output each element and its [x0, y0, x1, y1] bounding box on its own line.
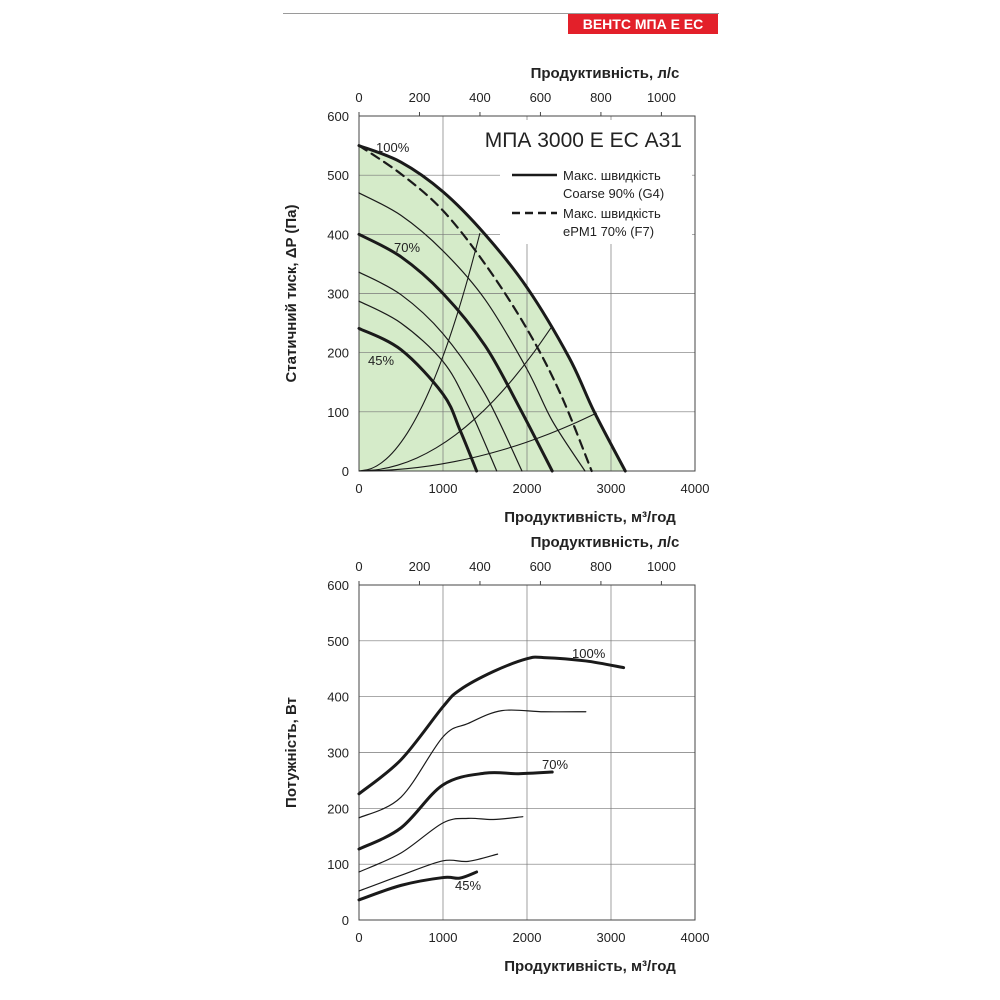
x2-tick-label: 800	[590, 559, 612, 574]
series-line-100%	[357, 144, 627, 473]
x-tick-label: 4000	[681, 930, 710, 945]
series-line-thin	[358, 271, 523, 472]
y-tick-label: 200	[327, 346, 349, 361]
x2-tick-label: 200	[409, 90, 431, 105]
series-line-thin	[358, 816, 524, 873]
y-axis-label: Потужність, Вт	[283, 697, 300, 808]
x-tick-label: 3000	[597, 481, 626, 496]
plot-frame	[358, 115, 696, 472]
plot-frame	[358, 584, 696, 921]
x-tick-label: 0	[355, 930, 362, 945]
x2-tick-label: 400	[469, 90, 491, 105]
series-line-thin	[358, 192, 586, 472]
y-tick-label: 400	[327, 690, 349, 705]
y-tick-label: 600	[327, 578, 349, 593]
y-tick-label: 300	[327, 746, 349, 761]
y-tick-label: 200	[327, 801, 349, 816]
legend-label: Макс. швидкість	[563, 206, 661, 221]
x2-axis-label: Продуктивність, л/с	[531, 65, 680, 82]
series-line-45%	[357, 870, 479, 902]
x-tick-label: 2000	[513, 481, 542, 496]
y-tick-label: 0	[342, 464, 349, 479]
series-line-dashed	[357, 144, 593, 473]
legend-sublabel: ePM1 70% (F7)	[563, 224, 654, 239]
system-curve	[358, 325, 553, 472]
x-axis-label: Продуктивність, м³/год	[504, 509, 676, 526]
series-line-70%	[357, 770, 554, 851]
x2-tick-label: 0	[355, 559, 362, 574]
x2-tick-label: 600	[530, 90, 552, 105]
legend-sublabel: Coarse 90% (G4)	[563, 186, 664, 201]
x2-tick-label: 200	[409, 559, 431, 574]
x2-tick-label: 1000	[647, 559, 676, 574]
series-line-45%	[357, 326, 479, 473]
y-tick-label: 0	[342, 913, 349, 928]
x-tick-label: 4000	[681, 481, 710, 496]
speed-label: 45%	[455, 878, 481, 893]
series-line-thin	[358, 300, 498, 472]
x-tick-label: 1000	[429, 930, 458, 945]
y-tick-label: 500	[327, 168, 349, 183]
y-axis-label: Статичний тиск, ΔP (Па)	[283, 204, 300, 382]
y-tick-label: 100	[327, 405, 349, 420]
x-axis-label: Продуктивність, м³/год	[504, 958, 676, 975]
x-tick-label: 1000	[429, 481, 458, 496]
system-curve	[358, 233, 481, 472]
x2-tick-label: 0	[355, 90, 362, 105]
brand-badge: ВЕНТС МПА Е ЕС	[568, 14, 718, 34]
chart-2: 0 1000 2000 3000 4000 0 100 200 300 400 500 600 0 200…	[283, 534, 709, 975]
speed-label: 100%	[572, 646, 606, 661]
legend-background	[500, 120, 692, 244]
y-tick-label: 600	[327, 109, 349, 124]
y-tick-label: 100	[327, 857, 349, 872]
x2-tick-label: 1000	[647, 90, 676, 105]
series-line-thin	[358, 709, 587, 819]
system-curve	[358, 412, 597, 472]
x-tick-label: 3000	[597, 930, 626, 945]
x2-tick-label: 600	[530, 559, 552, 574]
y-tick-label: 500	[327, 634, 349, 649]
chart-1: 0 1000 2000 3000 4000 0 100 200 300 400 500 600 0 200…	[283, 65, 709, 526]
header-rule	[283, 13, 719, 14]
speed-label: 100%	[376, 140, 410, 155]
speed-label: 45%	[368, 353, 394, 368]
x2-axis-label: Продуктивність, л/с	[531, 534, 680, 551]
x2-tick-label: 800	[590, 90, 612, 105]
x-tick-label: 2000	[513, 930, 542, 945]
x-tick-label: 0	[355, 481, 362, 496]
x2-tick-label: 400	[469, 559, 491, 574]
series-line-100%	[357, 655, 626, 796]
y-tick-label: 400	[327, 227, 349, 242]
legend-label: Макс. швидкість	[563, 168, 661, 183]
series-line-thin	[358, 853, 499, 892]
series-line-70%	[357, 232, 554, 473]
chart-title: МПА 3000 Е ЕС А31	[485, 129, 682, 152]
speed-label: 70%	[542, 757, 568, 772]
y-tick-label: 300	[327, 287, 349, 302]
speed-label: 70%	[394, 240, 420, 255]
